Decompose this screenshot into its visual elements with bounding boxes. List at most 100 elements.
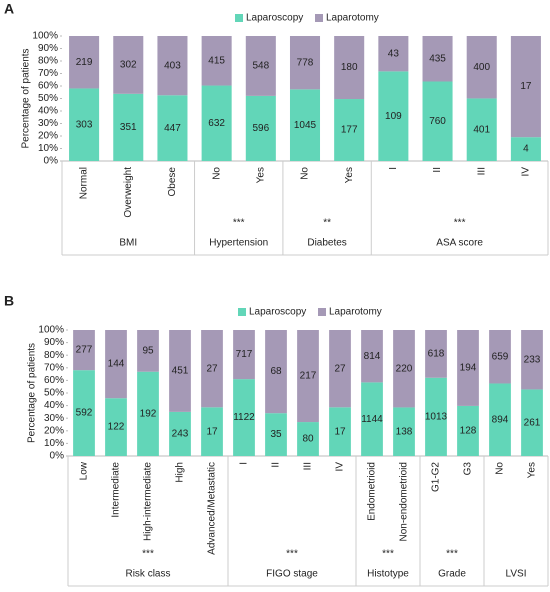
- bar-segment: [289, 36, 321, 90]
- x-tick-label: II: [271, 462, 282, 468]
- bar-segment: [169, 411, 191, 456]
- bar-segment: [393, 330, 415, 408]
- significance: ***: [446, 549, 458, 560]
- data-label: 894: [492, 414, 509, 425]
- x-tick-label: I: [239, 462, 250, 465]
- bar-segment: [466, 98, 497, 161]
- data-label: 243: [172, 429, 189, 440]
- bar-segment: [422, 36, 453, 82]
- bar-segment: [510, 36, 541, 138]
- bar-segment: [334, 36, 365, 100]
- y-tick-label: 100%: [32, 31, 58, 42]
- x-tick-label: III: [476, 167, 487, 175]
- data-label: 233: [524, 354, 541, 365]
- x-tick-label: No: [495, 462, 506, 475]
- group-label: LVSI: [506, 569, 527, 580]
- data-label: 17: [520, 81, 532, 92]
- data-label: 43: [388, 48, 400, 59]
- bar-segment: [422, 81, 453, 161]
- x-tick-label: G3: [463, 462, 474, 476]
- data-label: 177: [341, 125, 358, 136]
- group-label: BMI: [119, 238, 137, 249]
- group-label: Histotype: [367, 569, 409, 580]
- y-tick-label: 50%: [38, 93, 58, 104]
- data-label: 403: [164, 60, 181, 71]
- x-tick-label: IV: [335, 462, 346, 472]
- y-tick-label: 10%: [38, 143, 58, 154]
- bar-segment: [489, 383, 511, 456]
- x-tick-label: Overweight: [123, 167, 134, 218]
- bar-segment: [297, 330, 319, 423]
- data-label: 109: [385, 111, 402, 122]
- x-tick-label: Normal: [79, 167, 90, 199]
- data-label: 128: [460, 426, 477, 437]
- data-label: 596: [252, 123, 269, 134]
- data-label: 261: [524, 417, 541, 428]
- bar-segment: [113, 93, 144, 161]
- y-axis-title: Percentage of patients: [27, 343, 38, 443]
- group-label: Grade: [438, 569, 466, 580]
- y-tick-label: 80%: [38, 56, 58, 67]
- significance: ***: [142, 549, 154, 560]
- x-tick-label: Obese: [167, 167, 178, 197]
- data-label: 814: [364, 351, 381, 362]
- x-tick-label: Advanced/Metastatic: [207, 462, 218, 555]
- x-tick-label: High: [175, 462, 186, 483]
- data-label: 1013: [425, 412, 448, 423]
- x-tick-label: III: [303, 462, 314, 470]
- bar-segment: [489, 330, 511, 384]
- x-tick-label: II: [432, 167, 443, 173]
- data-label: 194: [460, 363, 477, 374]
- legend-swatch: [238, 308, 246, 316]
- x-tick-label: G1-G2: [431, 462, 442, 492]
- data-label: 17: [206, 426, 218, 437]
- data-label: 717: [236, 349, 253, 360]
- bar-segment: [425, 377, 447, 456]
- bar-segment: [105, 398, 127, 456]
- bar-segment: [329, 407, 351, 456]
- y-tick-label: 20%: [38, 131, 58, 142]
- y-tick-label: 70%: [44, 362, 64, 373]
- data-label: 401: [473, 124, 490, 135]
- data-label: 17: [334, 426, 346, 437]
- x-tick-label: High-intermediate: [143, 462, 154, 541]
- bar-segment: [521, 330, 543, 390]
- group-label: FIGO stage: [266, 569, 318, 580]
- bar-segment: [233, 379, 255, 456]
- y-tick-label: 60%: [38, 81, 58, 92]
- y-tick-label: 60%: [44, 375, 64, 386]
- bar-segment: [201, 330, 223, 408]
- data-label: 138: [396, 426, 413, 437]
- legend-swatch: [315, 14, 323, 22]
- significance: ***: [454, 218, 466, 229]
- bar-segment: [245, 36, 276, 96]
- significance: ***: [382, 549, 394, 560]
- y-tick-label: 30%: [38, 118, 58, 129]
- bar-segment: [201, 407, 223, 456]
- bar-segment: [510, 137, 541, 161]
- x-tick-label: I: [388, 167, 399, 170]
- y-axis-title: Percentage of patients: [21, 48, 32, 148]
- data-label: 435: [429, 53, 446, 64]
- y-tick-label: 20%: [44, 425, 64, 436]
- bar-segment: [157, 95, 188, 161]
- data-label: 548: [252, 61, 269, 72]
- significance: ***: [286, 549, 298, 560]
- bar-segment: [157, 36, 188, 96]
- bar-segment: [289, 89, 321, 161]
- legend-label: Laparotomy: [329, 307, 382, 318]
- bar-segment: [201, 85, 232, 161]
- data-label: 27: [334, 363, 346, 374]
- bar-segment: [137, 330, 159, 372]
- y-tick-label: 10%: [44, 438, 64, 449]
- data-label: 592: [76, 408, 93, 419]
- panel-label: A: [4, 1, 14, 17]
- data-label: 219: [76, 57, 93, 68]
- data-label: 68: [270, 366, 282, 377]
- bar-segment: [265, 413, 287, 456]
- data-label: 192: [140, 408, 157, 419]
- data-label: 217: [300, 371, 317, 382]
- y-tick-label: 40%: [44, 400, 64, 411]
- bar-segment: [73, 370, 95, 456]
